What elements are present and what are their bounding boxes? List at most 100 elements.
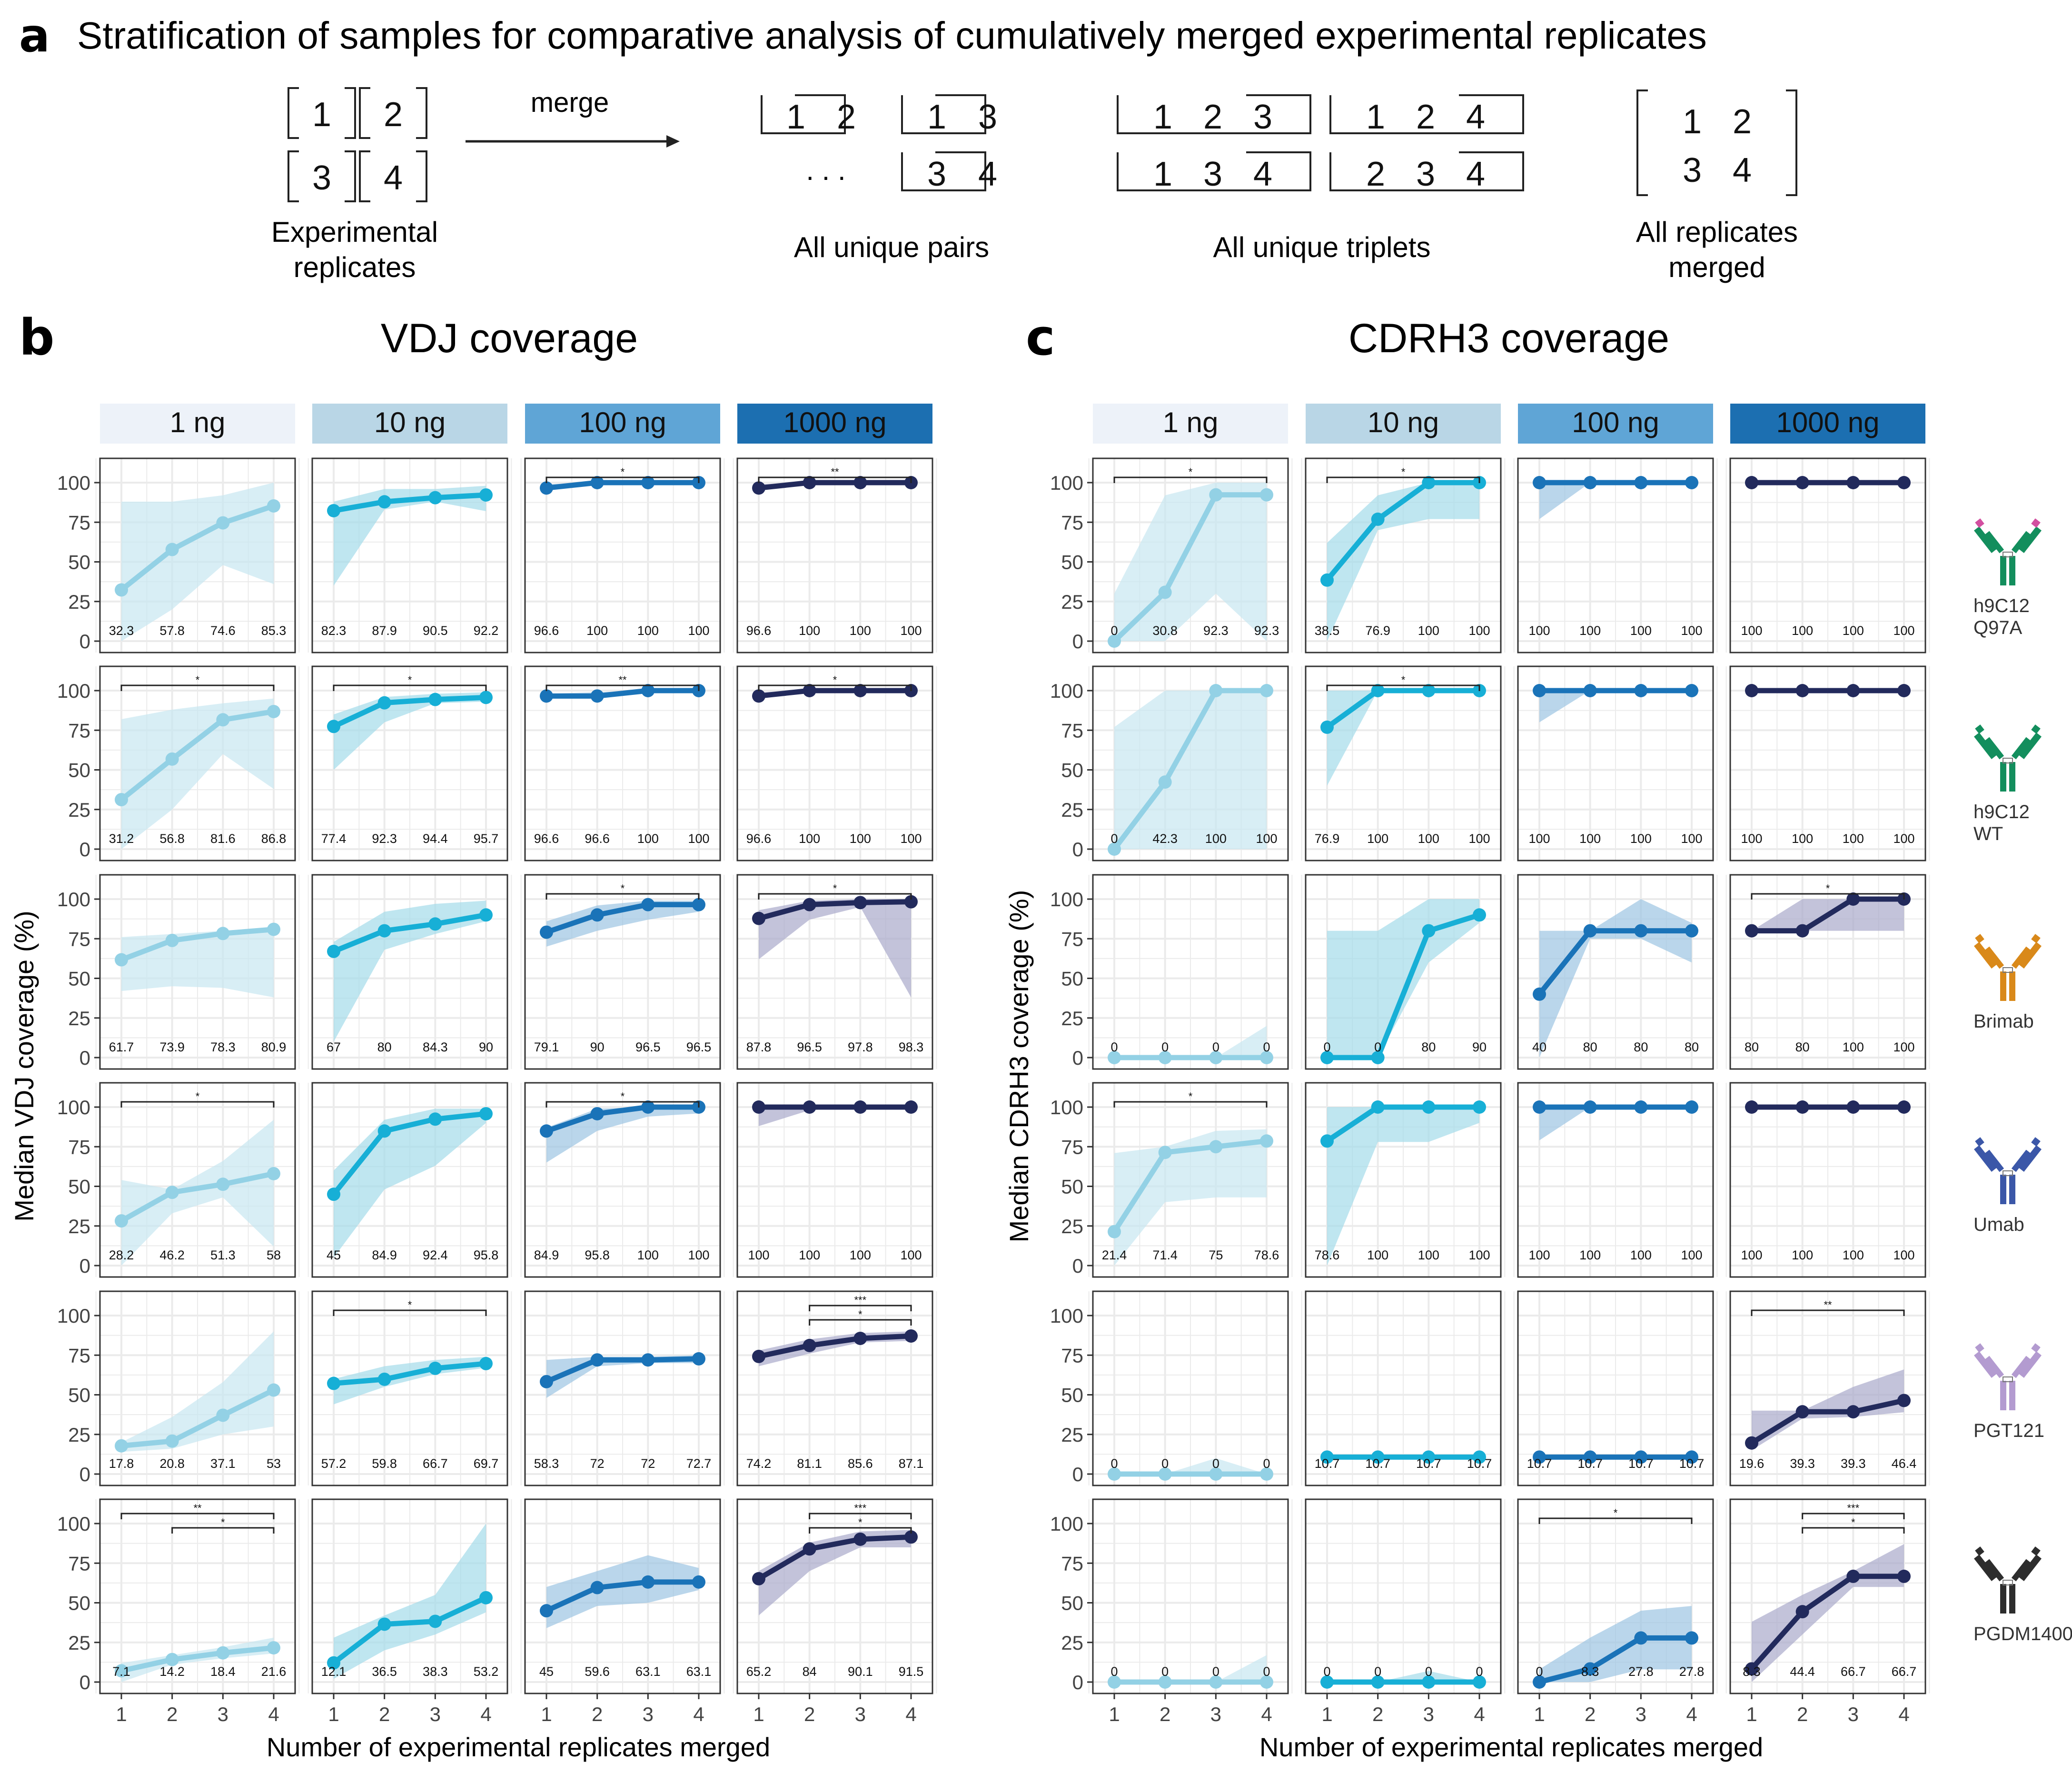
data-point — [165, 752, 179, 766]
data-point — [803, 684, 816, 697]
data-point — [1745, 476, 1758, 489]
x-tick-label: 2 — [1585, 1703, 1596, 1725]
series-line — [119, 709, 274, 802]
data-point — [1422, 1675, 1436, 1689]
range-ribbon — [334, 485, 486, 586]
replicate-number-4: 4 — [384, 159, 403, 197]
panel-border — [99, 457, 296, 653]
value-label: 100 — [799, 624, 820, 638]
value-label: 80 — [1634, 1040, 1648, 1054]
panel-border — [311, 1082, 508, 1278]
range-ribbon — [121, 698, 274, 849]
panel-border — [1092, 1498, 1289, 1694]
y-tick-label: 100 — [57, 1305, 90, 1327]
data-point — [1108, 634, 1121, 648]
value-label: 76.9 — [1365, 624, 1390, 638]
data-point — [1846, 1100, 1860, 1114]
x-tick-label: 4 — [693, 1703, 704, 1725]
y-tick-label: 75 — [1061, 511, 1083, 534]
antibody-tip — [2031, 518, 2041, 528]
data-point — [1745, 684, 1758, 697]
value-label: 10.7 — [1527, 1456, 1552, 1471]
data-point — [1583, 924, 1597, 938]
facet-panel: 45 84.9 92.4 95.8 — [307, 1082, 512, 1278]
value-label: 58.3 — [534, 1456, 559, 1471]
value-label: 66.7 — [1892, 1664, 1917, 1679]
data-point — [115, 1664, 128, 1678]
data-point — [1795, 684, 1809, 697]
data-point — [590, 908, 604, 922]
x-tick-label: 2 — [804, 1703, 815, 1725]
y-tick-label: 75 — [68, 928, 90, 950]
replicate-number-1: 1 — [1153, 155, 1172, 193]
value-label: 80 — [377, 1040, 392, 1054]
series-line — [1112, 492, 1267, 643]
antibody-tip — [2031, 1137, 2041, 1147]
antibody-arm — [1974, 526, 1997, 553]
value-label: 18.4 — [210, 1664, 236, 1679]
facet-strip-label: 1 ng — [1163, 406, 1219, 438]
y-tick-label: 50 — [1061, 1384, 1083, 1406]
y-tick-label: 75 — [68, 1552, 90, 1574]
replicate-number-4: 4 — [1466, 155, 1485, 193]
replicate-number-2: 2 — [384, 96, 403, 134]
data-point — [1422, 924, 1436, 938]
data-point — [1634, 924, 1648, 938]
panel-border — [524, 457, 721, 653]
significance-label: ** — [618, 674, 627, 686]
data-point — [479, 488, 493, 502]
range-ribbon — [1327, 1107, 1479, 1266]
series-line — [758, 1333, 912, 1359]
x-tick-label: 1 — [753, 1703, 764, 1725]
facet-panel: * 77.4 92.3 94.4 95.7 — [307, 665, 512, 861]
value-label: 37.1 — [210, 1456, 236, 1471]
data-point — [1533, 1450, 1546, 1464]
y-tick-label: 25 — [1061, 1424, 1083, 1446]
data-point — [428, 1112, 442, 1126]
value-label: 92.3 — [1254, 624, 1279, 638]
replicate-box — [359, 150, 427, 202]
replicate-number-1: 1 — [1683, 103, 1702, 141]
range-ribbon — [546, 1107, 699, 1163]
y-tick-label: 50 — [68, 551, 90, 574]
merge-arrow — [466, 135, 680, 148]
range-ribbon — [1327, 691, 1479, 786]
facet-panel: * 87.8 96.5 97.8 98.3 — [733, 874, 937, 1070]
value-label: 90.5 — [423, 624, 448, 638]
x-tick-label: 3 — [643, 1703, 654, 1725]
value-label: 91.5 — [899, 1664, 924, 1679]
data-point — [1795, 924, 1809, 938]
panel-border — [1305, 1082, 1502, 1278]
panel-border — [1729, 1290, 1926, 1486]
facet-strip-10ng — [1306, 404, 1501, 444]
value-label: 0 — [1110, 624, 1118, 638]
significance-label: * — [1189, 466, 1193, 478]
antibody-arm — [2011, 1559, 2031, 1582]
value-label: 12.1 — [321, 1664, 347, 1679]
value-label: 10.7 — [1679, 1456, 1705, 1471]
y-tick-label: 75 — [68, 511, 90, 534]
antibody-stem — [2000, 1175, 2006, 1204]
antibody-hinge — [2003, 552, 2013, 557]
value-label: 100 — [1468, 624, 1490, 638]
panel-c-letter: c — [1026, 308, 1055, 366]
data-point — [1745, 924, 1758, 938]
significance-bracket — [1538, 1517, 1693, 1524]
y-tick-label: 0 — [79, 630, 90, 653]
caption-replicates-line1: Experimental — [271, 216, 438, 248]
data-point — [165, 933, 179, 947]
data-point — [1320, 1134, 1334, 1148]
facet-strip-1ng — [100, 404, 295, 444]
value-label: 10.7 — [1577, 1456, 1603, 1471]
y-tick-label: 75 — [68, 1136, 90, 1158]
antibody-arm — [1984, 531, 2004, 554]
antibody-stem — [2009, 1381, 2015, 1410]
value-label: 42.3 — [1152, 832, 1178, 846]
facet-panel: 17.8 20.8 37.1 53 0 25 50 75 100 — [57, 1290, 300, 1486]
value-label: 8.3 — [1743, 1664, 1761, 1679]
series-line — [332, 912, 486, 954]
data-point — [641, 898, 655, 911]
data-point — [1108, 1467, 1121, 1481]
value-label: 63.1 — [635, 1664, 661, 1679]
value-label: 72 — [590, 1456, 605, 1471]
